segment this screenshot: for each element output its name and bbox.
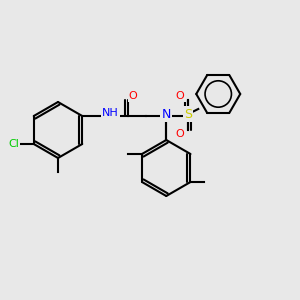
Text: S: S <box>184 107 192 121</box>
Text: O: O <box>176 129 184 139</box>
Text: O: O <box>176 91 184 101</box>
Text: O: O <box>129 91 138 101</box>
Text: N: N <box>162 107 171 121</box>
Text: NH: NH <box>102 108 119 118</box>
Text: Cl: Cl <box>8 139 19 149</box>
